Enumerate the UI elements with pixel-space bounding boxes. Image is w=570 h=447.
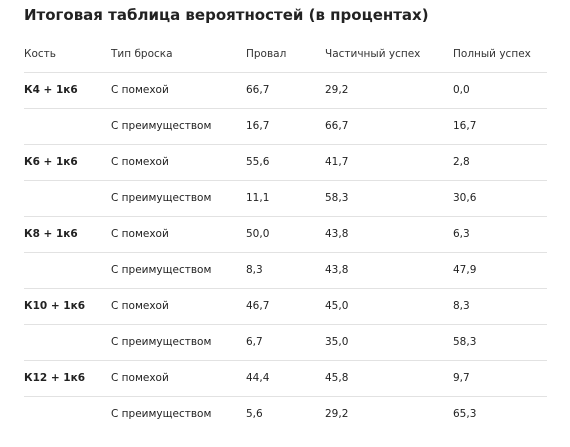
probability: 43,8 bbox=[325, 264, 349, 276]
row-divider bbox=[24, 396, 547, 397]
probability: 58,3 bbox=[325, 192, 349, 204]
probability: 65,3 bbox=[453, 408, 477, 420]
probability: 29,2 bbox=[325, 408, 349, 420]
roll-type: С преимуществом bbox=[111, 120, 212, 132]
column-header: Частичный успех bbox=[325, 48, 421, 60]
probability: 8,3 bbox=[246, 264, 263, 276]
probability: 6,7 bbox=[246, 336, 263, 348]
probability: 45,0 bbox=[325, 300, 349, 312]
row-divider bbox=[24, 252, 547, 253]
roll-type: С помехой bbox=[111, 156, 169, 168]
column-header: Кость bbox=[24, 48, 56, 60]
row-divider bbox=[24, 144, 547, 145]
probability: 9,7 bbox=[453, 372, 470, 384]
probability: 8,3 bbox=[453, 300, 470, 312]
die-label: К8 + 1к6 bbox=[24, 228, 78, 240]
die-label: К4 + 1к6 bbox=[24, 84, 78, 96]
row-divider bbox=[24, 180, 547, 181]
probability: 43,8 bbox=[325, 228, 349, 240]
probability: 66,7 bbox=[325, 120, 349, 132]
probability: 50,0 bbox=[246, 228, 270, 240]
probability: 58,3 bbox=[453, 336, 477, 348]
probability: 47,9 bbox=[453, 264, 477, 276]
probability: 44,4 bbox=[246, 372, 270, 384]
die-label: К10 + 1к6 bbox=[24, 300, 86, 312]
row-divider bbox=[24, 216, 547, 217]
roll-type: С преимуществом bbox=[111, 192, 212, 204]
die-label: К6 + 1к6 bbox=[24, 156, 78, 168]
probability: 46,7 bbox=[246, 300, 270, 312]
probability: 41,7 bbox=[325, 156, 349, 168]
row-divider bbox=[24, 72, 547, 73]
probability: 11,1 bbox=[246, 192, 270, 204]
column-header: Тип броска bbox=[111, 48, 173, 60]
probability: 16,7 bbox=[453, 120, 477, 132]
probability: 0,0 bbox=[453, 84, 470, 96]
roll-type: С помехой bbox=[111, 84, 169, 96]
probability: 66,7 bbox=[246, 84, 270, 96]
row-divider bbox=[24, 360, 547, 361]
row-divider bbox=[24, 108, 547, 109]
column-header: Полный успех bbox=[453, 48, 531, 60]
roll-type: С помехой bbox=[111, 300, 169, 312]
probability: 2,8 bbox=[453, 156, 470, 168]
roll-type: С преимуществом bbox=[111, 264, 212, 276]
roll-type: С преимуществом bbox=[111, 408, 212, 420]
probability: 29,2 bbox=[325, 84, 349, 96]
roll-type: С помехой bbox=[111, 372, 169, 384]
probability: 45,8 bbox=[325, 372, 349, 384]
row-divider bbox=[24, 324, 547, 325]
roll-type: С преимуществом bbox=[111, 336, 212, 348]
die-label: К12 + 1к6 bbox=[24, 372, 86, 384]
title: Итоговая таблица вероятностей (в процент… bbox=[24, 6, 429, 24]
probability: 30,6 bbox=[453, 192, 477, 204]
probability: 35,0 bbox=[325, 336, 349, 348]
probability: 6,3 bbox=[453, 228, 470, 240]
row-divider bbox=[24, 288, 547, 289]
probability: 5,6 bbox=[246, 408, 263, 420]
probability: 55,6 bbox=[246, 156, 270, 168]
probability: 16,7 bbox=[246, 120, 270, 132]
roll-type: С помехой bbox=[111, 228, 169, 240]
column-header: Провал bbox=[246, 48, 287, 60]
